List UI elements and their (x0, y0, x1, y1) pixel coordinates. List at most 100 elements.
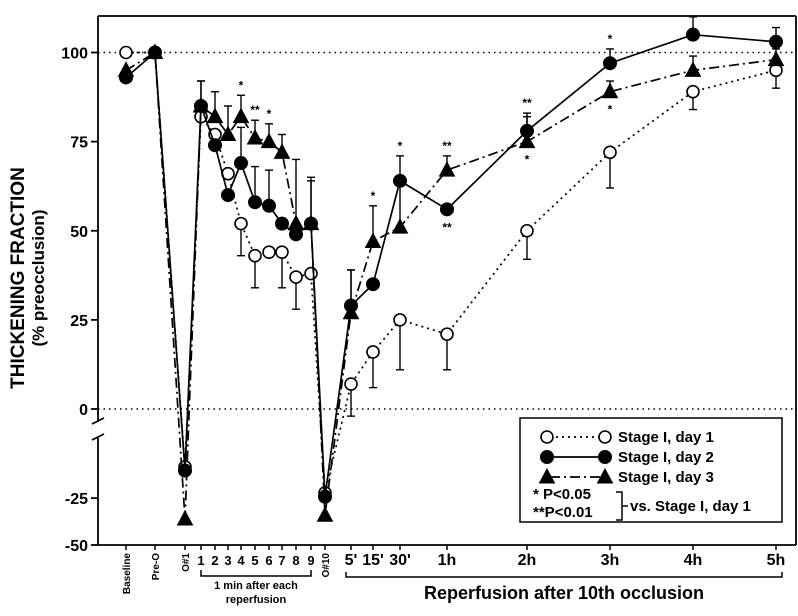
legend: Stage I, day 1 Stage I, day 2 Stage I, day… (519, 417, 783, 523)
significance-marks: *** *** ********* (239, 32, 613, 234)
legend-marker (540, 450, 554, 464)
significance-mark: * (525, 153, 530, 167)
data-point (289, 270, 303, 284)
significance-mark: * (371, 189, 376, 203)
series-3 (117, 43, 785, 526)
legend-stat-2: **P<0.01 (533, 504, 593, 521)
data-point (146, 43, 164, 59)
legend-label: Stage I, day 1 (618, 429, 714, 446)
data-point (119, 45, 133, 60)
significance-mark: ** (522, 96, 532, 110)
data-point (366, 345, 380, 359)
data-point (248, 248, 262, 263)
data-point (318, 489, 332, 504)
data-point (366, 277, 380, 292)
x-tick-label: 1 (197, 553, 204, 568)
data-point (686, 84, 700, 99)
data-point (275, 216, 289, 231)
x-tick-label: 4 (237, 553, 245, 568)
significance-mark: ** (250, 103, 260, 117)
x-group-labels: 1 min after each reperfusion Reperfusion a… (200, 570, 783, 606)
data-point (234, 156, 248, 171)
data-point (520, 223, 534, 238)
reference-lines (98, 51, 796, 410)
y-tick-label: 50 (70, 224, 88, 241)
series-layer (117, 16, 785, 526)
data-point (769, 34, 783, 49)
x-tick-label: 5' (345, 552, 358, 569)
significance-mark: * (608, 32, 613, 46)
y-tick-label: 75 (70, 135, 88, 152)
x-tick-label: 30' (389, 552, 411, 569)
significance-mark: * (608, 103, 613, 117)
data-point (206, 107, 224, 124)
legend-label: Stage I, day 3 (618, 469, 714, 486)
data-point (302, 214, 320, 231)
significance-mark: ** (442, 139, 452, 153)
data-point (178, 463, 192, 478)
x-tick-label: 5h (767, 552, 786, 569)
y-tick-label: -50 (65, 538, 88, 555)
y-tick-label: 100 (61, 46, 88, 63)
y-tick-label: 25 (70, 313, 88, 330)
data-point (364, 232, 382, 248)
x-tick-label: 4h (684, 552, 703, 569)
data-point (176, 509, 194, 526)
data-point (275, 245, 289, 259)
x-tick-labels: Baseline Pre-O O#1 1 2 3 4 5 6 7 8 9 O#10 5' 15' 30' 1h 2… (122, 545, 785, 594)
data-point (684, 61, 702, 77)
data-point (603, 56, 617, 71)
data-point (273, 143, 291, 159)
significance-mark: ** (442, 220, 452, 234)
y-tick-label: -25 (65, 491, 88, 508)
legend-stat-note: vs. Stage I, day 1 (630, 498, 751, 515)
data-point (208, 138, 222, 153)
data-point (117, 61, 135, 77)
legend-marker (540, 430, 554, 444)
data-point (393, 313, 407, 327)
legend-box (519, 417, 783, 523)
data-point (316, 506, 334, 522)
data-point (391, 218, 409, 234)
legend-bracket (616, 491, 628, 521)
data-point (440, 327, 454, 341)
data-point (767, 50, 785, 67)
data-point (518, 132, 536, 149)
data-point (192, 96, 210, 113)
legend-entries: Stage I, day 1 Stage I, day 2 Stage I, day… (538, 429, 714, 486)
data-point (248, 195, 262, 210)
data-point (287, 214, 305, 231)
data-point (438, 161, 456, 177)
data-point (232, 107, 250, 124)
legend-marker (538, 467, 556, 484)
legend-stat-1: * P<0.05 (533, 486, 591, 503)
x-tick-label: 7 (278, 553, 285, 568)
x-tick-label: 8 (292, 553, 299, 568)
x-tick-label: O#1 (181, 553, 192, 572)
group-label-reperfusion-after: Reperfusion after 10th occlusion (424, 583, 704, 603)
x-tick-label: 5 (251, 553, 258, 568)
data-point (344, 377, 358, 391)
data-point (262, 198, 276, 213)
x-tick-label: 3h (601, 552, 620, 569)
data-point (246, 129, 264, 145)
x-tick-label: Baseline (122, 553, 133, 595)
group-label-reperfusion-each-line1: 1 min after each (214, 580, 298, 592)
x-tick-label: 9 (307, 553, 314, 568)
x-tick-label: 6 (265, 553, 272, 568)
significance-mark: * (398, 139, 403, 153)
y-axis-subtitle: (% preocclusion) (29, 210, 48, 347)
data-point (234, 216, 248, 231)
data-point (603, 145, 617, 160)
legend-marker (598, 430, 612, 444)
legend-label: Stage I, day 2 (618, 449, 714, 466)
y-axis-break (91, 417, 105, 441)
data-point (304, 266, 318, 281)
group-label-reperfusion-each-line2: reperfusion (226, 594, 287, 606)
legend-marker (596, 467, 614, 484)
data-point (686, 27, 700, 42)
y-tick-label: 0 (79, 402, 88, 419)
x-tick-label: Pre-O (151, 553, 162, 580)
data-point (262, 245, 276, 259)
